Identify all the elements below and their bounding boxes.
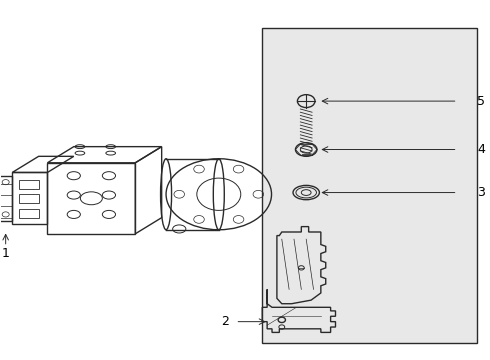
Text: 4: 4 [477, 143, 485, 156]
Bar [262, 28, 477, 343]
Text: 1: 1 [2, 247, 10, 260]
Text: 3: 3 [477, 186, 485, 199]
Text: 2: 2 [220, 315, 229, 328]
Text: 5: 5 [477, 95, 485, 108]
